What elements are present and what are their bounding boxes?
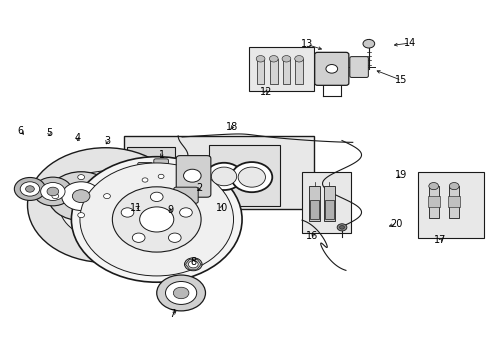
Text: 18: 18 (226, 122, 238, 132)
Bar (324, 186, 334, 221)
Text: 11: 11 (130, 203, 142, 213)
Bar (282, 59, 290, 84)
Circle shape (132, 233, 145, 242)
Bar (447, 196, 459, 207)
Circle shape (336, 224, 346, 231)
Circle shape (168, 233, 181, 242)
Circle shape (448, 183, 458, 190)
Circle shape (48, 172, 114, 221)
Circle shape (231, 162, 272, 192)
Circle shape (20, 182, 40, 196)
Text: 17: 17 (433, 235, 446, 245)
Bar (127, 147, 175, 206)
Circle shape (238, 167, 265, 187)
Circle shape (47, 187, 59, 196)
Circle shape (428, 183, 438, 190)
Bar (325, 200, 333, 220)
Bar (124, 136, 313, 210)
Circle shape (282, 55, 290, 62)
Circle shape (173, 287, 188, 299)
Circle shape (205, 163, 242, 190)
FancyBboxPatch shape (176, 156, 210, 197)
Text: 5: 5 (46, 128, 52, 138)
Circle shape (61, 182, 101, 211)
Circle shape (72, 190, 90, 203)
Text: 19: 19 (395, 170, 407, 180)
Text: 8: 8 (190, 257, 196, 267)
FancyBboxPatch shape (314, 52, 348, 85)
Circle shape (325, 64, 337, 73)
Circle shape (78, 213, 84, 218)
FancyBboxPatch shape (154, 159, 168, 181)
Circle shape (75, 183, 136, 227)
Circle shape (71, 157, 242, 282)
Circle shape (188, 261, 198, 268)
Circle shape (184, 258, 202, 271)
Circle shape (33, 177, 72, 206)
Circle shape (25, 186, 34, 192)
Circle shape (362, 40, 374, 48)
Bar (256, 59, 264, 84)
Text: 10: 10 (215, 203, 227, 213)
Bar (249, 47, 313, 91)
Bar (295, 59, 303, 84)
Circle shape (157, 275, 205, 311)
Circle shape (27, 148, 183, 262)
Bar (209, 145, 279, 206)
Circle shape (165, 282, 196, 305)
Text: 13: 13 (300, 40, 312, 49)
Text: 15: 15 (394, 75, 407, 85)
Text: 9: 9 (167, 206, 173, 216)
Circle shape (158, 174, 163, 179)
Text: 3: 3 (104, 136, 110, 146)
Text: 20: 20 (389, 219, 402, 229)
Text: 2: 2 (196, 183, 203, 193)
Circle shape (150, 192, 163, 202)
Circle shape (183, 169, 201, 182)
Text: 6: 6 (17, 126, 23, 135)
Text: 4: 4 (74, 133, 80, 143)
Bar (269, 59, 277, 84)
Bar (417, 172, 484, 238)
Circle shape (14, 177, 45, 201)
Text: 16: 16 (305, 231, 317, 241)
Text: 14: 14 (404, 38, 416, 48)
Circle shape (256, 55, 264, 62)
Circle shape (41, 183, 65, 201)
Circle shape (121, 208, 134, 217)
Circle shape (80, 163, 233, 276)
FancyBboxPatch shape (349, 57, 367, 77)
Circle shape (211, 167, 236, 186)
Circle shape (112, 187, 201, 252)
Circle shape (339, 226, 344, 229)
Circle shape (269, 55, 278, 62)
Bar (428, 186, 438, 218)
FancyBboxPatch shape (173, 187, 198, 203)
Circle shape (294, 55, 303, 62)
Circle shape (142, 178, 148, 182)
Bar (310, 200, 319, 220)
Circle shape (59, 171, 152, 239)
Circle shape (103, 194, 110, 199)
Circle shape (52, 194, 59, 199)
Circle shape (179, 208, 192, 217)
Circle shape (78, 175, 84, 180)
Text: 1: 1 (158, 150, 164, 160)
Circle shape (140, 207, 173, 232)
Text: 12: 12 (259, 87, 272, 97)
Bar (427, 196, 439, 207)
Text: 7: 7 (169, 310, 175, 319)
FancyBboxPatch shape (138, 162, 152, 185)
Bar (448, 186, 458, 218)
Bar (301, 172, 350, 233)
Bar (309, 186, 320, 221)
